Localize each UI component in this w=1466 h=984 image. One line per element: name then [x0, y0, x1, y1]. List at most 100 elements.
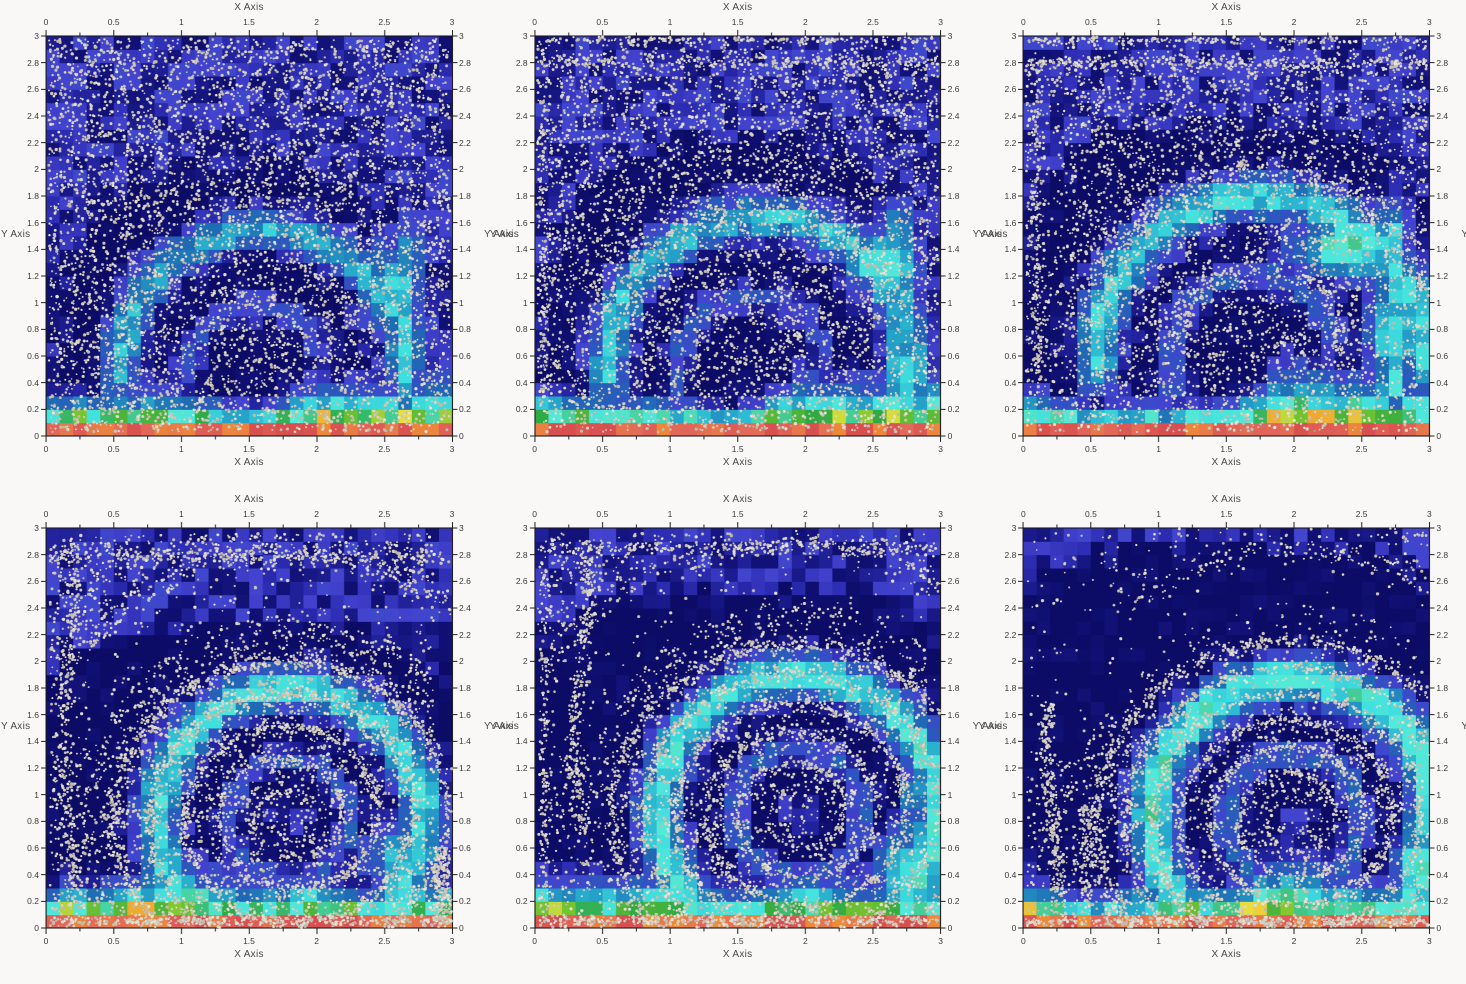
x-axis-label-bottom: X Axis	[1211, 457, 1242, 468]
y-tick-left: 3	[1011, 523, 1017, 533]
x-axis-label-bottom: X Axis	[234, 949, 264, 960]
y-tick-right: 2.2	[459, 629, 471, 640]
y-tick-right: 1.4	[459, 736, 471, 747]
y-tick-left: 2.2	[515, 629, 528, 640]
y-tick-left: 1.8	[515, 191, 528, 201]
y-tick-left: 2.6	[1004, 576, 1017, 587]
x-tick-bottom: 2	[802, 444, 808, 454]
x-tick-top: 1	[178, 17, 184, 27]
y-tick-left: 0.6	[27, 351, 39, 361]
y-tick-left: 2.8	[27, 57, 39, 68]
y-tick-left: 1.8	[27, 191, 39, 201]
y-tick-left: 1.2	[27, 763, 39, 773]
x-tick-bottom: 1.5	[731, 936, 744, 946]
x-tick-top: 2	[1291, 17, 1297, 27]
x-tick-bottom: 0.5	[596, 444, 609, 454]
y-tick-left: 1	[1011, 789, 1017, 800]
y-tick-right: 2.6	[1436, 84, 1449, 95]
y-tick-right: 1.8	[1436, 191, 1449, 201]
y-tick-left: 1.4	[27, 244, 39, 255]
y-tick-right: 1.6	[1436, 709, 1449, 720]
y-tick-right: 1.2	[459, 271, 471, 281]
y-tick-right: 0	[1436, 923, 1442, 933]
x-tick-bottom: 3	[938, 936, 944, 946]
y-tick-right: 3	[1436, 523, 1442, 533]
x-tick-bottom: 2	[1291, 936, 1297, 946]
y-tick-right: 0	[459, 923, 464, 933]
y-tick-right: 0.6	[459, 843, 471, 853]
y-tick-right: 1.2	[1436, 271, 1449, 281]
y-tick-left: 1.6	[515, 217, 528, 228]
x-tick-bottom: 1.5	[1220, 444, 1233, 454]
y-tick-left: 1.4	[1004, 736, 1017, 747]
y-tick-left: 3	[34, 31, 39, 41]
y-tick-left: 1.6	[515, 709, 528, 720]
y-tick-left: 2.4	[515, 111, 528, 121]
x-tick-top: 3	[938, 17, 944, 27]
y-tick-left: 2.4	[1004, 603, 1017, 613]
y-tick-left: 0.4	[515, 377, 528, 388]
y-tick-right: 2.8	[459, 57, 471, 68]
simulation-panel-5: X Axis Y Axis Y Axis X Axis 000.50.5111.…	[488, 492, 1002, 984]
y-tick-right: 2.6	[459, 84, 471, 95]
y-tick-left: 1	[1011, 297, 1017, 308]
plot-canvas	[488, 0, 978, 492]
y-tick-right: 1.4	[1436, 736, 1449, 747]
y-tick-right: 1.8	[459, 683, 471, 693]
y-tick-left: 0	[522, 431, 528, 441]
plot-canvas	[0, 0, 489, 492]
y-tick-right: 1.2	[947, 271, 960, 281]
y-tick-right: 0.8	[947, 324, 960, 335]
y-tick-right: 0.4	[1436, 377, 1449, 388]
y-tick-left: 0.4	[1004, 377, 1017, 388]
y-tick-left: 2	[522, 164, 528, 175]
y-tick-left: 0.6	[27, 843, 39, 853]
x-tick-bottom: 2.5	[1355, 444, 1368, 454]
y-tick-left: 2.8	[27, 549, 39, 560]
x-axis-label-bottom: X Axis	[1211, 949, 1242, 960]
y-tick-left: 0.8	[515, 324, 528, 335]
y-tick-left: 0	[522, 923, 528, 933]
y-tick-left: 0	[1011, 923, 1017, 933]
simulation-panel-1: X Axis Y Axis Y Axis X Axis 000.50.5111.…	[0, 0, 513, 492]
y-tick-left: 1.2	[1004, 763, 1017, 773]
plot-canvas	[977, 0, 1466, 492]
y-tick-right: 2	[459, 164, 464, 175]
y-tick-right: 3	[459, 523, 464, 533]
x-tick-bottom: 0	[532, 444, 538, 454]
x-tick-top: 2.5	[1355, 509, 1368, 519]
y-tick-right: 3	[459, 31, 464, 41]
y-tick-left: 0.6	[1004, 843, 1017, 853]
y-tick-left: 1.4	[1004, 244, 1017, 255]
y-tick-left: 2	[522, 656, 528, 667]
y-tick-right: 0	[1436, 431, 1442, 441]
y-tick-right: 1.8	[1436, 683, 1449, 693]
y-tick-left: 0.4	[1004, 869, 1017, 880]
x-tick-bottom: 0	[532, 936, 538, 946]
y-tick-left: 0.2	[27, 896, 39, 907]
y-tick-left: 0.4	[27, 377, 39, 388]
y-tick-left: 0.8	[1004, 816, 1017, 827]
y-tick-right: 3	[1436, 31, 1442, 41]
y-tick-left: 2.8	[515, 549, 528, 560]
y-tick-left: 2.2	[515, 137, 528, 148]
y-axis-label-right: Y Axis	[1461, 229, 1466, 240]
y-tick-right: 2.6	[459, 576, 471, 587]
plot-canvas	[977, 492, 1466, 984]
y-tick-left: 1.6	[1004, 217, 1017, 228]
simulation-panel-2: X Axis Y Axis Y Axis X Axis 000.50.5111.…	[488, 0, 1002, 492]
y-tick-right: 0.6	[1436, 843, 1449, 853]
y-tick-right: 2.8	[947, 549, 960, 560]
x-tick-top: 3	[1426, 509, 1432, 519]
y-tick-right: 0.8	[1436, 816, 1449, 827]
plot-canvas	[488, 492, 978, 984]
x-tick-top: 1.5	[243, 509, 255, 519]
y-tick-left: 2.8	[1004, 549, 1017, 560]
y-tick-right: 3	[947, 523, 953, 533]
y-tick-right: 0.6	[1436, 351, 1449, 361]
y-tick-right: 0.2	[1436, 896, 1449, 907]
y-tick-left: 0.8	[515, 816, 528, 827]
y-tick-left: 1.4	[27, 736, 39, 747]
y-tick-right: 0.4	[947, 869, 960, 880]
x-tick-bottom: 2	[314, 936, 320, 946]
